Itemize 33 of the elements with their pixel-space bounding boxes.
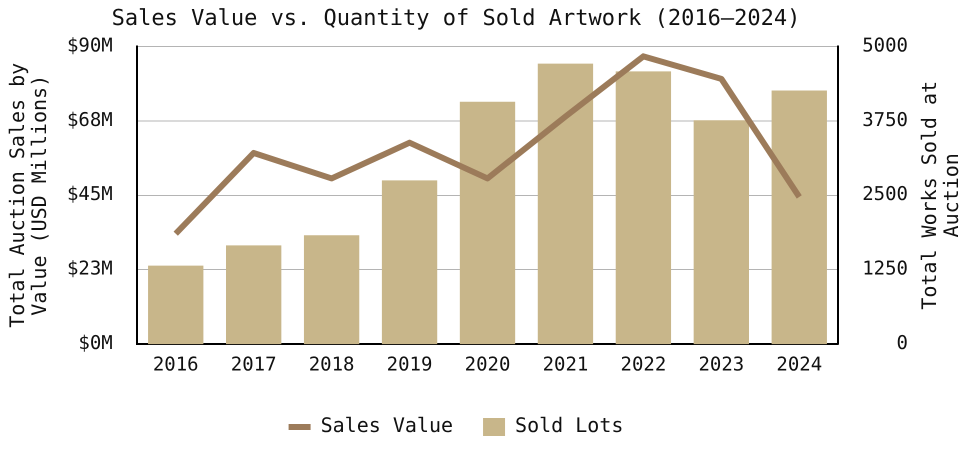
y2-tick-label: 0 (896, 332, 908, 354)
x-tick-label: 2019 (386, 354, 432, 376)
x-tick-label: 2017 (230, 354, 277, 376)
chart-title: Sales Value vs. Quantity of Sold Artwork (2016–2024) (112, 6, 800, 31)
x-tick-label: 2022 (620, 354, 666, 376)
x-tick-label: 2024 (776, 354, 822, 376)
y-tick-label: $45M (66, 183, 113, 206)
x-tick-label: 2020 (464, 354, 510, 376)
y-axis-title: Total Auction Sales by Value (USD Millions) (5, 62, 52, 328)
y-tick-label: $90M (66, 34, 113, 56)
bar (694, 120, 749, 344)
y2-tick-label: 2500 (862, 183, 908, 206)
bar (460, 102, 516, 344)
bar (148, 266, 204, 344)
legend-label: Sold Lots (515, 413, 624, 438)
x-tick-label: 2016 (152, 354, 199, 376)
bar (772, 90, 827, 344)
bar (304, 235, 360, 344)
bar (616, 71, 672, 344)
x-tick-label: 2021 (542, 354, 588, 376)
legend-label: Sales Value (320, 413, 454, 438)
y2-tick-label: 5000 (862, 34, 908, 56)
y2-axis-title: Total Works Sold at Auction (917, 80, 964, 310)
y2-tick-label: 1250 (862, 258, 908, 280)
y2-tick-label: 3750 (862, 108, 908, 131)
x-tick-label: 2018 (308, 354, 354, 376)
x-tick-label: 2023 (698, 354, 744, 376)
y-tick-label: $23M (66, 258, 113, 280)
y-tick-label: $0M (78, 332, 113, 354)
bar (226, 245, 282, 344)
y-tick-label: $68M (66, 108, 113, 131)
bar (382, 180, 438, 344)
bar (538, 64, 594, 344)
